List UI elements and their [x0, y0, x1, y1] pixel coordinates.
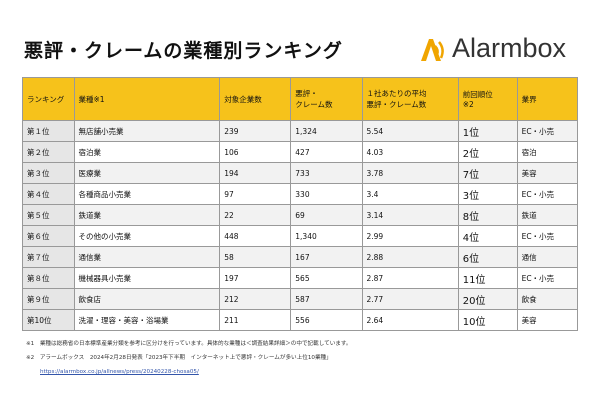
- table-cell: 3.14: [361, 204, 459, 226]
- footnote: ※1 業種は総務省の日本標準産業分類を参考に区分けを行っています。具体的な業種は…: [26, 341, 352, 347]
- table-cell: 洗濯・理容・美容・浴場業: [73, 309, 221, 331]
- table-cell: 無店舗小売業: [73, 120, 221, 142]
- table-cell: 機械器具小売業: [73, 267, 221, 289]
- logo: Alarmbox: [418, 33, 566, 64]
- table-cell: 宿泊業: [73, 141, 221, 163]
- table-cell: 1位: [457, 120, 518, 142]
- table-cell: 1,340: [290, 225, 363, 247]
- table-cell: 通信業: [73, 246, 221, 268]
- table-cell: 565: [290, 267, 363, 289]
- table-cell: 22: [219, 204, 292, 226]
- table-cell: 3位: [457, 183, 518, 205]
- table-cell: 239: [219, 120, 292, 142]
- table-cell: 第７位: [22, 246, 75, 268]
- table-cell: 8位: [457, 204, 518, 226]
- table-cell: 4位: [457, 225, 518, 247]
- table-cell: 飲食店: [73, 288, 221, 310]
- table-row: 第３位 医療業 194 733 3.78 7位 美容: [22, 162, 579, 184]
- table-cell: 4.03: [361, 141, 459, 163]
- table-cell: 3.4: [361, 183, 459, 205]
- table-cell: 556: [290, 309, 363, 331]
- table-cell: EC・小売: [516, 120, 579, 142]
- table-cell: EC・小売: [516, 267, 579, 289]
- footnote: https://alarmbox.co.jp/allnews/press/202…: [40, 369, 199, 375]
- table-cell: 第10位: [22, 309, 75, 331]
- table-cell: 2.77: [361, 288, 459, 310]
- table-cell: 211: [219, 309, 292, 331]
- column-header: ランキング: [22, 77, 75, 121]
- table-cell: 5.54: [361, 120, 459, 142]
- table-row: 第８位 機械器具小売業 197 565 2.87 11位 EC・小売: [22, 267, 579, 289]
- table-row: 第４位 各種商品小売業 97 330 3.4 3位 EC・小売: [22, 183, 579, 205]
- table-cell: 587: [290, 288, 363, 310]
- table-cell: 宿泊: [516, 141, 579, 163]
- table-cell: 第５位: [22, 204, 75, 226]
- header-row: ランキング 業種※1 対象企業数 悪評・ クレーム数 １社あたりの平均 悪評・クレーム数…: [22, 77, 579, 121]
- column-header: 前回順位 ※2: [457, 77, 518, 121]
- table-cell: 10位: [457, 309, 518, 331]
- column-header: 業種※1: [73, 77, 221, 121]
- table-cell: EC・小売: [516, 183, 579, 205]
- table-cell: EC・小売: [516, 225, 579, 247]
- table-row: 第10位 洗濯・理容・美容・浴場業 211 556 2.64 10位 美容: [22, 309, 579, 331]
- ranking-table: ランキング 業種※1 対象企業数 悪評・ クレーム数 １社あたりの平均 悪評・クレーム数…: [22, 77, 579, 331]
- table-cell: 212: [219, 288, 292, 310]
- table-cell: 第１位: [22, 120, 75, 142]
- table-row: 第６位 その他の小売業 448 1,340 2.99 4位 EC・小売: [22, 225, 579, 247]
- table-cell: 美容: [516, 162, 579, 184]
- table-cell: 2.87: [361, 267, 459, 289]
- table-cell: 167: [290, 246, 363, 268]
- column-header: 対象企業数: [219, 77, 292, 121]
- table-cell: 20位: [457, 288, 518, 310]
- table-cell: 2.64: [361, 309, 459, 331]
- table-cell: 194: [219, 162, 292, 184]
- column-header: １社あたりの平均 悪評・クレーム数: [361, 77, 459, 121]
- table-cell: 97: [219, 183, 292, 205]
- table-row: 第９位 飲食店 212 587 2.77 20位 飲食: [22, 288, 579, 310]
- logo-text: Alarmbox: [452, 33, 567, 63]
- table-cell: 7位: [457, 162, 518, 184]
- table-cell: その他の小売業: [73, 225, 221, 247]
- footnote: ※2 アラームボックス 2024年2月28日発表「2023年下半期 インターネッ…: [26, 355, 332, 361]
- table-row: 第５位 鉄道業 22 69 3.14 8位 鉄道: [22, 204, 579, 226]
- table-cell: 第２位: [22, 141, 75, 163]
- title: 悪評・クレームの業種別ランキング: [24, 40, 343, 62]
- table-cell: 2位: [457, 141, 518, 163]
- table-cell: 3.78: [361, 162, 459, 184]
- table-row: 第１位 無店舗小売業 239 1,324 5.54 1位 EC・小売: [22, 120, 579, 142]
- table-cell: 鉄道: [516, 204, 579, 226]
- table-cell: 第３位: [22, 162, 75, 184]
- table-cell: 第６位: [22, 225, 75, 247]
- table-cell: 427: [290, 141, 363, 163]
- table-cell: 2.88: [361, 246, 459, 268]
- table-cell: 2.99: [361, 225, 459, 247]
- table-cell: 第８位: [22, 267, 75, 289]
- table-cell: 通信: [516, 246, 579, 268]
- table-row: 第２位 宿泊業 106 427 4.03 2位 宿泊: [22, 141, 579, 163]
- footnotes: ※1 業種は総務省の日本標準産業分類を参考に区分けを行っています。具体的な業種は…: [26, 337, 352, 379]
- table-cell: 各種商品小売業: [73, 183, 221, 205]
- logo-icon: [421, 38, 444, 61]
- table-cell: 106: [219, 141, 292, 163]
- table-row: 第７位 通信業 58 167 2.88 6位 通信: [22, 246, 579, 268]
- table-cell: 医療業: [73, 162, 221, 184]
- column-header: 業界: [516, 77, 579, 121]
- table-cell: 330: [290, 183, 363, 205]
- table-cell: 第９位: [22, 288, 75, 310]
- table-cell: 733: [290, 162, 363, 184]
- table-cell: 11位: [457, 267, 518, 289]
- table-cell: 69: [290, 204, 363, 226]
- table-cell: 第４位: [22, 183, 75, 205]
- table-cell: 鉄道業: [73, 204, 221, 226]
- table-cell: 6位: [457, 246, 518, 268]
- table-cell: 58: [219, 246, 292, 268]
- table-cell: 448: [219, 225, 292, 247]
- table-cell: 飲食: [516, 288, 579, 310]
- table-cell: 美容: [516, 309, 579, 331]
- column-header: 悪評・ クレーム数: [290, 77, 363, 121]
- table-cell: 1,324: [290, 120, 363, 142]
- table-cell: 197: [219, 267, 292, 289]
